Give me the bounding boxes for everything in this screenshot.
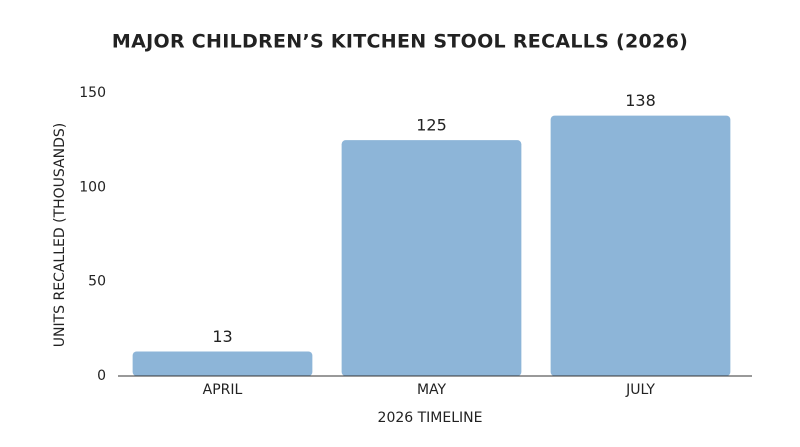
y-axis-title: UNITS RECALLED (THOUSANDS) [52,123,68,347]
bar [341,140,522,376]
y-tick-label: 0 [97,368,106,384]
x-tick-label: MAY [417,382,447,398]
bar [132,351,313,376]
y-tick-label: 150 [79,85,106,101]
data-label: 13 [212,327,232,346]
x-tick-label: APRIL [203,382,243,398]
data-label: 125 [416,116,447,135]
y-tick-label: 50 [88,274,106,290]
x-tick-label: JULY [625,382,655,398]
chart-title: MAJOR CHILDREN’S KITCHEN STOOL RECALLS (… [112,31,688,53]
bar [550,115,731,376]
y-tick-label: 100 [79,179,106,195]
data-label: 138 [625,91,656,110]
x-axis-title: 2026 TIMELINE [378,410,483,426]
